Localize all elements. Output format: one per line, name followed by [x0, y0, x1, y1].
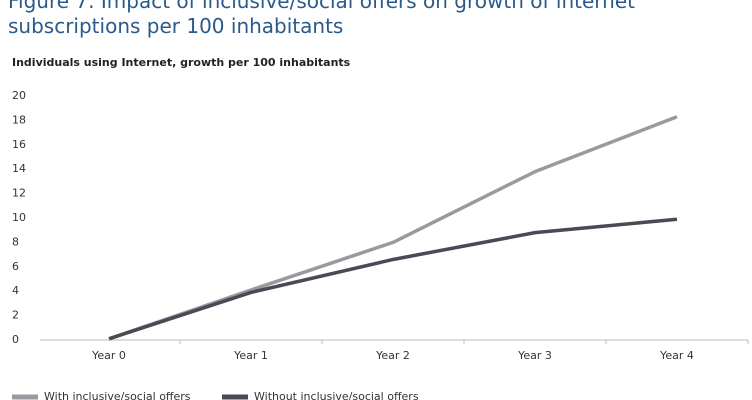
y-tick-label: 20	[12, 89, 26, 102]
y-tick-label: 14	[12, 162, 26, 175]
y-tick-label: 6	[12, 260, 19, 273]
y-tick-label: 8	[12, 235, 19, 248]
x-tick-label: Year 3	[517, 349, 552, 362]
y-tick-label: 12	[12, 187, 26, 200]
series-line	[108, 217, 678, 341]
y-tick-label: 16	[12, 138, 26, 151]
x-tick-label: Year 4	[659, 349, 694, 362]
y-tick-label: 2	[12, 309, 19, 322]
x-tick-label: Year 2	[375, 349, 410, 362]
chart-title: Figure 7. Impact of inclusive/social off…	[8, 0, 635, 38]
legend-label: Without inclusive/social offers	[254, 390, 419, 400]
legend-label: With inclusive/social offers	[44, 390, 191, 400]
y-tick-label: 0	[12, 333, 19, 346]
y-tick-label: 18	[12, 113, 26, 126]
x-tick-label: Year 0	[91, 349, 126, 362]
x-tick-label: Year 1	[233, 349, 268, 362]
chart-subtitle: Individuals using Internet, growth per 1…	[12, 56, 351, 69]
y-tick-label: 10	[12, 211, 26, 224]
y-tick-label: 4	[12, 284, 19, 297]
